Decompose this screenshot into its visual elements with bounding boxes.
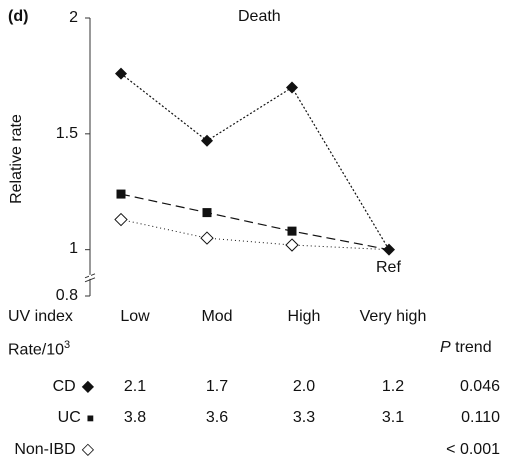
- cell-cd-low: 2.1: [123, 378, 147, 395]
- filled-diamond-icon: ◆: [81, 378, 94, 395]
- data-point-cd-3: [383, 243, 395, 256]
- x-tick-label-very-high: Very high: [359, 308, 427, 325]
- cell-uc-low: 3.8: [123, 409, 147, 426]
- cell-uc-very-high: 3.1: [381, 409, 405, 426]
- series-line-uc: [120, 193, 390, 251]
- row-label-non-ibd: Non-IBD ◇: [14, 441, 94, 459]
- cell-uc-high: 3.3: [292, 409, 316, 426]
- rate-header: Rate/103: [8, 336, 70, 359]
- filled-square-icon: ■: [86, 411, 94, 425]
- series-markers: [114, 67, 395, 256]
- chart-title: Death: [238, 8, 281, 25]
- x-tick-label-low: Low: [120, 308, 150, 325]
- y-tick-label-2: 2: [69, 9, 78, 26]
- ptrend-header: P trend: [440, 339, 492, 357]
- data-point-non-ibd-2: [285, 238, 299, 252]
- cell-cd-very-high: 1.2: [381, 378, 405, 395]
- panel-label: (d): [8, 8, 29, 25]
- data-point-cd-1: [201, 134, 213, 147]
- row-label-uc-text: UC: [57, 409, 81, 426]
- x-axis-title: UV index: [8, 308, 73, 325]
- ptrend-header-rest: trend: [450, 339, 492, 356]
- rate-header-superscript: 3: [64, 339, 71, 351]
- cell-cd-mod: 1.7: [205, 378, 229, 395]
- chart-axes: [84, 17, 96, 297]
- data-point-uc-2: [287, 226, 297, 236]
- axis-break-gap: [89, 274, 91, 279]
- cell-non-ibd-p: < 0.001: [446, 441, 500, 458]
- row-label-uc: UC ■: [58, 409, 94, 427]
- data-point-uc-1: [202, 208, 212, 218]
- x-tick-label-mod: Mod: [201, 308, 233, 325]
- cell-uc-p: 0.110: [461, 409, 500, 426]
- cell-cd-p: 0.046: [459, 378, 500, 395]
- row-label-non-ibd-text: Non-IBD: [14, 441, 76, 458]
- y-tick-label-0-8: 0.8: [55, 287, 78, 304]
- data-point-non-ibd-0: [114, 212, 128, 227]
- y-axis-label: Relative rate: [8, 114, 25, 204]
- ref-label: Ref: [376, 259, 401, 276]
- row-label-cd-text: CD: [52, 378, 76, 395]
- data-point-non-ibd-1: [200, 231, 214, 245]
- data-point-cd-0: [115, 67, 127, 80]
- series-line-cd: [120, 73, 390, 250]
- series-line-non-ibd: [120, 219, 390, 251]
- cell-uc-mod: 3.6: [205, 409, 229, 426]
- rate-header-text: Rate/10: [8, 341, 65, 359]
- data-point-uc-0: [116, 189, 126, 199]
- open-diamond-icon: ◇: [81, 441, 94, 458]
- x-tick-label-high: High: [287, 308, 321, 325]
- row-label-cd: CD ◆: [53, 378, 94, 396]
- axis-break-mark-2: [84, 277, 96, 283]
- ptrend-header-p: P: [440, 339, 451, 356]
- cell-cd-high: 2.0: [292, 378, 316, 395]
- y-tick-label-1: 1: [69, 240, 78, 257]
- data-point-cd-2: [286, 81, 298, 94]
- series-lines: [120, 73, 390, 251]
- y-tick-label-1-5: 1.5: [55, 125, 78, 142]
